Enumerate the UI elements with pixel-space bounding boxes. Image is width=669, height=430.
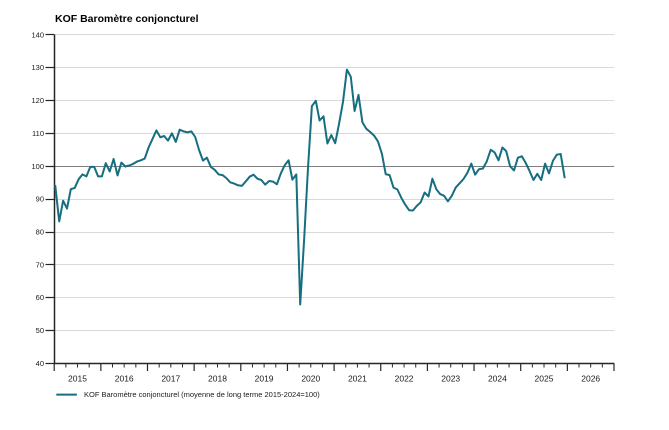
svg-text:2017: 2017 <box>161 374 180 384</box>
svg-text:KOF Baromètre conjoncturel: KOF Baromètre conjoncturel <box>55 13 199 25</box>
svg-text:2025: 2025 <box>535 374 554 384</box>
svg-text:2024: 2024 <box>488 374 507 384</box>
svg-text:40: 40 <box>36 359 44 368</box>
svg-text:100: 100 <box>31 162 44 171</box>
svg-text:2023: 2023 <box>441 374 460 384</box>
svg-text:2021: 2021 <box>348 374 367 384</box>
svg-text:2016: 2016 <box>115 374 134 384</box>
svg-text:80: 80 <box>36 228 44 237</box>
svg-text:140: 140 <box>31 30 44 39</box>
svg-text:90: 90 <box>36 195 44 204</box>
svg-text:2026: 2026 <box>581 374 600 384</box>
svg-text:2022: 2022 <box>395 374 414 384</box>
svg-text:2020: 2020 <box>301 374 320 384</box>
svg-text:120: 120 <box>31 96 44 105</box>
svg-text:2019: 2019 <box>255 374 274 384</box>
svg-text:50: 50 <box>36 326 44 335</box>
svg-text:2018: 2018 <box>208 374 227 384</box>
svg-text:110: 110 <box>32 129 44 138</box>
svg-text:KOF Baromètre conjoncturel (mo: KOF Baromètre conjoncturel (moyenne de l… <box>84 390 320 399</box>
svg-text:70: 70 <box>36 260 44 269</box>
svg-text:60: 60 <box>36 293 44 302</box>
svg-text:130: 130 <box>31 63 44 72</box>
svg-text:2015: 2015 <box>68 374 87 384</box>
